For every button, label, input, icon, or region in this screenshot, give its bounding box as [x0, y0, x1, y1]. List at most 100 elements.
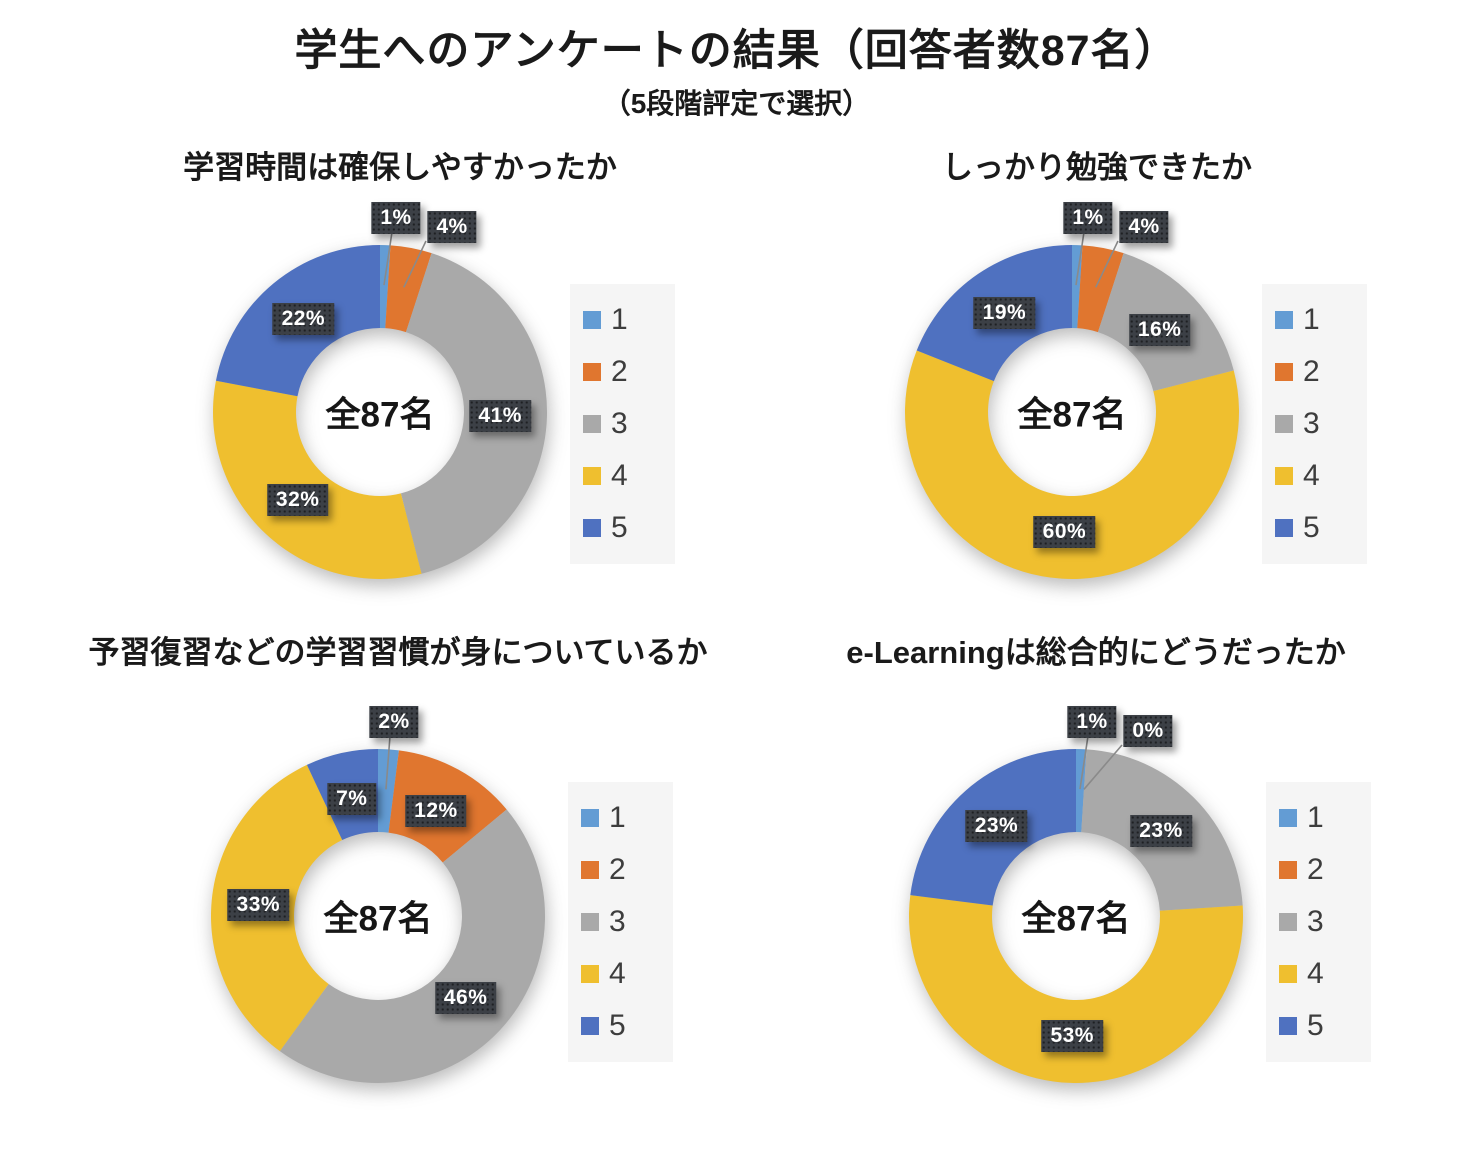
legend-item-3: 3: [583, 398, 669, 450]
legend-swatch-1: [1275, 311, 1293, 329]
donut-slice-3: [279, 809, 546, 1084]
legend-swatch-2: [1279, 861, 1297, 879]
legend-item-label: 1: [609, 801, 626, 834]
donut-slice-2: [385, 245, 432, 333]
leader-line: [1095, 240, 1119, 288]
legend-item-2: 2: [581, 844, 667, 896]
percent-label-4: 33%: [227, 888, 290, 921]
percent-label-3: 46%: [434, 982, 497, 1015]
legend-swatch-5: [583, 519, 601, 537]
percent-label-5: 23%: [965, 809, 1028, 842]
legend-swatch-2: [581, 861, 599, 879]
leader-line: [403, 240, 427, 288]
legend-swatch-4: [583, 467, 601, 485]
page-title: 学生へのアンケートの結果（回答者数87名）: [294, 27, 1179, 75]
legend-item-2: 2: [1275, 346, 1361, 398]
legend-item-label: 5: [609, 1009, 626, 1042]
legend-swatch-3: [581, 913, 599, 931]
legend-item-1: 1: [1279, 792, 1365, 844]
legend-item-2: 2: [1279, 844, 1365, 896]
legend-item-1: 1: [1275, 294, 1361, 346]
legend-swatch-5: [1279, 1017, 1297, 1035]
legend-item-label: 5: [1307, 1009, 1324, 1042]
legend-item-5: 5: [583, 502, 669, 554]
legend-item-label: 1: [1303, 303, 1320, 336]
legend-item-5: 5: [1279, 1000, 1365, 1052]
percent-label-4: 32%: [266, 483, 329, 516]
percent-label-5: 19%: [973, 296, 1036, 329]
percent-label-4: 53%: [1041, 1020, 1103, 1053]
legend: 1 2 3 4 5: [1266, 782, 1371, 1062]
callout-label-1: 1%: [1067, 706, 1117, 738]
percent-label-3: 41%: [469, 399, 531, 432]
legend-item-label: 4: [609, 957, 626, 990]
legend-item-label: 1: [1307, 801, 1324, 834]
leader-line: [1079, 735, 1089, 790]
donut-slice-1: [380, 245, 391, 329]
legend-item-4: 4: [581, 948, 667, 1000]
legend-item-label: 4: [1303, 459, 1320, 492]
donut-slice-1: [1076, 749, 1087, 833]
chart-title-study-time: 学習時間は確保しやすかったか: [183, 150, 617, 185]
legend-item-5: 5: [581, 1000, 667, 1052]
chart-title-study-habits: 予習復習などの学習習慣が身についているか: [88, 635, 708, 670]
legend-item-1: 1: [583, 294, 669, 346]
percent-label-3: 23%: [1130, 814, 1192, 847]
legend: 1 2 3 4 5: [568, 782, 673, 1062]
legend-swatch-1: [581, 809, 599, 827]
callout-label-2: 0%: [1123, 715, 1173, 747]
center-label: 全87名: [1017, 395, 1127, 435]
legend-swatch-1: [1279, 809, 1297, 827]
legend-swatch-3: [1279, 913, 1297, 931]
donut-slice-1: [1072, 245, 1083, 329]
legend-item-label: 3: [1307, 905, 1324, 938]
donut-slice-1: [378, 749, 399, 833]
leader-line: [1075, 231, 1085, 286]
legend-item-5: 5: [1275, 502, 1361, 554]
legend-item-label: 2: [1307, 853, 1324, 886]
legend-item-1: 1: [581, 792, 667, 844]
leader-line: [385, 735, 391, 790]
callout-label-2: 4%: [1119, 211, 1169, 243]
leader-line: [383, 231, 393, 286]
legend-item-4: 4: [1279, 948, 1365, 1000]
legend-swatch-4: [1275, 467, 1293, 485]
percent-label-5: 22%: [272, 303, 335, 336]
legend-item-4: 4: [1275, 450, 1361, 502]
legend-item-3: 3: [1275, 398, 1361, 450]
chart-title-studied-well: しっかり勉強できたか: [942, 150, 1252, 185]
legend-item-3: 3: [1279, 896, 1365, 948]
legend-item-label: 4: [1307, 957, 1324, 990]
legend: 1 2 3 4 5: [1262, 284, 1367, 564]
donut-slice-4: [212, 380, 422, 579]
legend-item-label: 2: [609, 853, 626, 886]
legend-item-label: 1: [611, 303, 628, 336]
legend-swatch-3: [1275, 415, 1293, 433]
callout-label-1: 2%: [369, 706, 419, 738]
page-subtitle: （5段階評定で選択）: [602, 88, 871, 119]
percent-label-4: 60%: [1033, 516, 1096, 548]
legend-item-label: 5: [611, 511, 628, 544]
legend-item-3: 3: [581, 896, 667, 948]
legend-item-label: 3: [611, 407, 628, 440]
legend-swatch-4: [1279, 965, 1297, 983]
legend-swatch-5: [1275, 519, 1293, 537]
legend-item-label: 5: [1303, 511, 1320, 544]
center-label: 全87名: [323, 899, 433, 939]
legend-swatch-3: [583, 415, 601, 433]
center-label: 全87名: [1021, 899, 1131, 939]
legend-item-label: 3: [609, 905, 626, 938]
legend-item-label: 2: [611, 355, 628, 388]
legend-item-2: 2: [583, 346, 669, 398]
legend-swatch-2: [1275, 363, 1293, 381]
callout-label-1: 1%: [1063, 202, 1113, 234]
percent-label-5: 7%: [327, 782, 377, 815]
legend-item-label: 4: [611, 459, 628, 492]
donut-slice-2: [1077, 245, 1124, 333]
legend-swatch-5: [581, 1017, 599, 1035]
leader-line: [1083, 744, 1123, 790]
center-label: 全87名: [325, 395, 435, 435]
callout-label-2: 4%: [427, 211, 477, 243]
legend-item-4: 4: [583, 450, 669, 502]
callout-label-1: 1%: [371, 202, 421, 234]
